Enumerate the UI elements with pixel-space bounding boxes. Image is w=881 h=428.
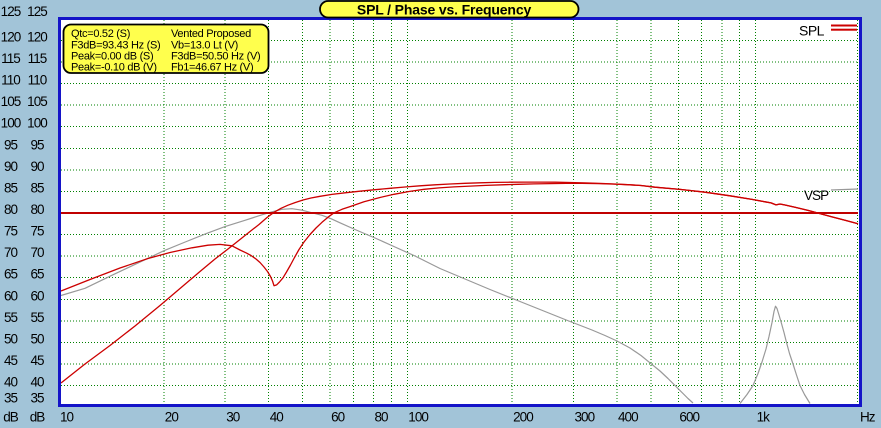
svg-text:85: 85 — [4, 181, 18, 196]
svg-text:Hz: Hz — [860, 410, 876, 425]
svg-text:60: 60 — [331, 410, 345, 425]
svg-text:F3dB=50.50 Hz (V): F3dB=50.50 Hz (V) — [171, 51, 260, 63]
svg-text:1k: 1k — [757, 410, 771, 425]
svg-text:95: 95 — [4, 138, 18, 153]
svg-text:75: 75 — [4, 224, 18, 239]
svg-text:55: 55 — [30, 310, 44, 325]
svg-text:80: 80 — [30, 202, 44, 217]
svg-text:30: 30 — [226, 410, 240, 425]
svg-text:70: 70 — [4, 245, 18, 260]
svg-text:40: 40 — [270, 410, 284, 425]
svg-text:35: 35 — [30, 391, 44, 406]
svg-text:100: 100 — [1, 116, 21, 131]
svg-text:VSP: VSP — [804, 188, 829, 203]
svg-text:dB: dB — [3, 410, 19, 425]
svg-text:300: 300 — [575, 410, 595, 425]
svg-text:65: 65 — [4, 267, 18, 282]
svg-text:SPL / Phase vs. Frequency: SPL / Phase vs. Frequency — [357, 1, 532, 17]
svg-text:50: 50 — [30, 332, 44, 347]
svg-text:45: 45 — [30, 353, 44, 368]
svg-text:90: 90 — [4, 159, 18, 174]
svg-text:70: 70 — [30, 245, 44, 260]
svg-text:115: 115 — [1, 51, 20, 66]
svg-text:Fb1=46.67 Hz (V): Fb1=46.67 Hz (V) — [171, 62, 253, 74]
svg-text:40: 40 — [30, 375, 44, 390]
svg-text:F3dB=93.43 Hz (S): F3dB=93.43 Hz (S) — [71, 39, 160, 51]
svg-text:SPL: SPL — [799, 23, 825, 39]
svg-text:50: 50 — [4, 332, 18, 347]
svg-text:80: 80 — [375, 410, 389, 425]
svg-text:60: 60 — [4, 289, 18, 304]
svg-text:90: 90 — [30, 159, 44, 174]
svg-text:120: 120 — [1, 30, 21, 45]
svg-text:105: 105 — [27, 94, 47, 109]
svg-text:Vented Proposed: Vented Proposed — [171, 28, 251, 40]
svg-text:120: 120 — [27, 30, 47, 45]
svg-text:600: 600 — [679, 410, 699, 425]
svg-text:35: 35 — [4, 391, 18, 406]
svg-text:75: 75 — [30, 224, 44, 239]
svg-text:Qtc=0.52 (S): Qtc=0.52 (S) — [71, 28, 130, 40]
svg-text:100: 100 — [408, 410, 428, 425]
svg-text:Peak=-0.10 dB (V): Peak=-0.10 dB (V) — [71, 62, 157, 74]
svg-text:45: 45 — [4, 353, 18, 368]
svg-text:115: 115 — [28, 51, 47, 66]
svg-text:Vb=13.0 Lt (V): Vb=13.0 Lt (V) — [171, 39, 238, 51]
svg-text:400: 400 — [618, 410, 638, 425]
svg-text:60: 60 — [30, 289, 44, 304]
svg-text:dB: dB — [30, 410, 46, 425]
svg-text:40: 40 — [4, 375, 18, 390]
svg-text:Peak=0.00 dB (S): Peak=0.00 dB (S) — [71, 51, 153, 63]
svg-text:80: 80 — [4, 202, 18, 217]
svg-text:200: 200 — [513, 410, 533, 425]
svg-text:20: 20 — [165, 410, 179, 425]
svg-text:65: 65 — [30, 267, 44, 282]
svg-text:125: 125 — [27, 4, 47, 19]
svg-text:100: 100 — [27, 116, 47, 131]
svg-text:55: 55 — [4, 310, 18, 325]
svg-text:10: 10 — [60, 410, 74, 425]
svg-text:85: 85 — [30, 181, 44, 196]
svg-text:110: 110 — [28, 73, 47, 88]
svg-text:95: 95 — [30, 138, 44, 153]
svg-text:110: 110 — [1, 73, 20, 88]
svg-text:125: 125 — [1, 4, 21, 19]
svg-text:105: 105 — [1, 94, 21, 109]
